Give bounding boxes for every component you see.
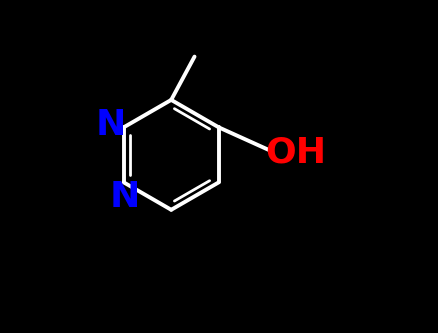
Text: OH: OH (264, 135, 325, 169)
Text: N: N (95, 108, 126, 142)
Text: N: N (110, 180, 140, 214)
